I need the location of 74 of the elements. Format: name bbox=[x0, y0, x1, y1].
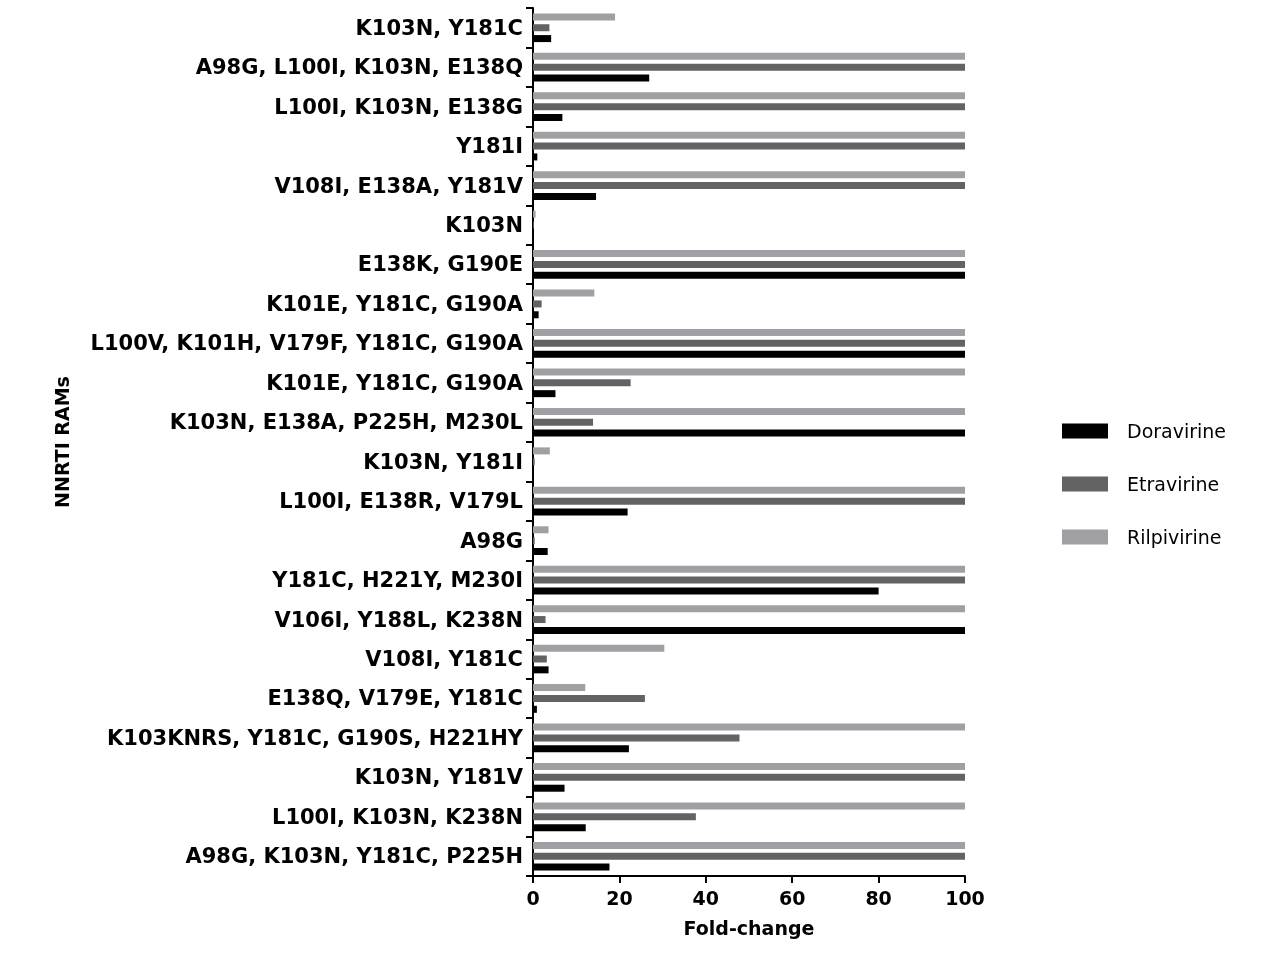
bar bbox=[533, 171, 965, 179]
bar bbox=[533, 210, 536, 218]
y-tick-label: K101E, Y181C, G190A bbox=[266, 370, 524, 395]
y-tick-label: E138K, G190E bbox=[357, 252, 523, 277]
y-tick-label: V108I, Y181C bbox=[365, 647, 523, 671]
y-tick-label: E138Q, V179E, Y181C bbox=[267, 686, 523, 711]
bar bbox=[533, 723, 965, 731]
bar bbox=[533, 763, 965, 771]
y-tick-label: Y181C, H221Y, M230I bbox=[271, 568, 523, 593]
y-tick-label: K103N, Y181V bbox=[354, 765, 524, 790]
x-tick-label: 80 bbox=[865, 886, 892, 909]
y-tick-label: K103KNRS, Y181C, G190S, H221HY bbox=[107, 725, 524, 750]
y-tick-label: K103N, Y181I bbox=[363, 449, 523, 474]
bar bbox=[533, 497, 965, 505]
bar bbox=[533, 103, 965, 111]
bar bbox=[533, 526, 549, 534]
bar bbox=[533, 250, 965, 258]
bar bbox=[533, 576, 965, 584]
x-tick-label: 40 bbox=[692, 886, 720, 909]
bar bbox=[533, 13, 616, 21]
bar bbox=[533, 734, 740, 742]
x-tick-label: 0 bbox=[526, 886, 540, 909]
bar bbox=[533, 289, 595, 297]
y-tick-label: L100I, E138R, V179L bbox=[279, 489, 523, 514]
bar bbox=[533, 339, 965, 347]
y-tick-label: L100V, K101H, V179F, Y181C, G190A bbox=[90, 331, 524, 356]
bar bbox=[533, 841, 965, 849]
bar bbox=[533, 52, 965, 60]
bar bbox=[533, 182, 965, 190]
bar bbox=[533, 142, 965, 150]
y-tick-label: L100I, K103N, E138G bbox=[274, 94, 523, 119]
y-tick-label: A98G bbox=[460, 528, 523, 553]
y-tick-label: K103N, Y181C bbox=[355, 15, 523, 40]
y-tick-label: L100I, K103N, K238N bbox=[272, 804, 523, 829]
bar bbox=[533, 605, 965, 613]
y-tick-label: K103N, E138A, P225H, M230L bbox=[169, 410, 523, 435]
bar bbox=[533, 300, 542, 308]
y-axis-title: NNRTI RAMs bbox=[50, 376, 73, 508]
y-tick-label: Y181I bbox=[455, 134, 523, 159]
x-tick-label: 60 bbox=[778, 886, 806, 909]
bar bbox=[533, 694, 645, 702]
bar bbox=[533, 24, 550, 32]
bar bbox=[533, 802, 965, 810]
legend-label: Etravirine bbox=[1127, 473, 1220, 495]
bar bbox=[533, 329, 965, 337]
x-axis-title: Fold-change bbox=[683, 916, 815, 939]
y-tick-label: V108I, E138A, Y181V bbox=[274, 173, 524, 198]
y-tick-label: A98G, L100I, K103N, E138Q bbox=[195, 55, 523, 80]
bar bbox=[533, 418, 594, 426]
y-tick-label: K101E, Y181C, G190A bbox=[266, 291, 524, 316]
y-tick-label: A98G, K103N, Y181C, P225H bbox=[185, 844, 523, 869]
x-tick-label: 100 bbox=[945, 886, 985, 909]
bar bbox=[533, 447, 550, 455]
bar bbox=[533, 565, 965, 573]
bar bbox=[533, 852, 965, 860]
bar bbox=[533, 260, 965, 268]
bar bbox=[533, 63, 965, 71]
bar bbox=[533, 368, 965, 376]
y-tick-label: V106I, Y188L, K238N bbox=[274, 607, 523, 632]
bar bbox=[533, 773, 965, 781]
bar bbox=[533, 407, 965, 415]
bar bbox=[533, 684, 586, 692]
bar bbox=[533, 131, 965, 139]
legend-label: Doravirine bbox=[1127, 420, 1227, 442]
bar bbox=[533, 813, 696, 821]
bar bbox=[533, 655, 547, 663]
bar bbox=[533, 379, 631, 387]
legend-label: Rilpivirine bbox=[1127, 526, 1222, 548]
bar bbox=[533, 616, 546, 624]
bar bbox=[533, 486, 965, 494]
bar bbox=[533, 644, 665, 652]
x-tick-label: 20 bbox=[606, 886, 633, 909]
bar bbox=[533, 92, 965, 100]
y-tick-label: K103N bbox=[445, 213, 523, 237]
